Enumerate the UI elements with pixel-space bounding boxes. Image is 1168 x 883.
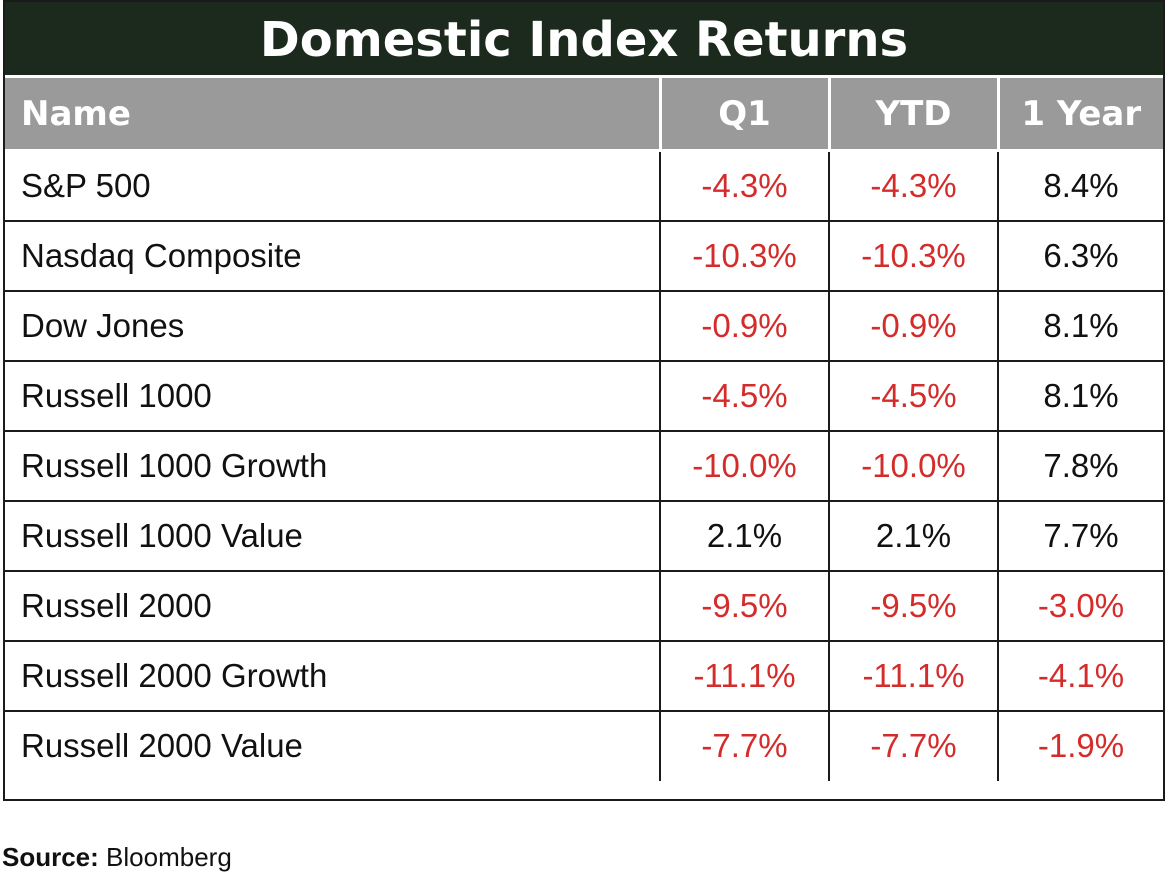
- q1-return-cell: -10.3%: [660, 220, 830, 292]
- ytd-return-cell: -7.7%: [829, 710, 999, 781]
- one-year-return-cell: 7.8%: [998, 430, 1163, 502]
- index-name-cell: Russell 2000: [5, 570, 661, 642]
- q1-return-cell: -10.0%: [660, 430, 830, 502]
- table-row: Russell 1000 -4.5% -4.5% 8.1%: [5, 360, 1163, 432]
- one-year-return-cell: -1.9%: [1037, 727, 1125, 764]
- ytd-return-cell: -4.5%: [829, 360, 999, 432]
- index-name-cell: Russell 2000 Value: [5, 710, 661, 781]
- index-name-cell: Russell 1000 Value: [5, 500, 661, 572]
- table-row: Russell 2000 Value -7.7% -7.7% -1.9%: [5, 710, 1163, 781]
- index-name-cell: Dow Jones: [5, 290, 661, 362]
- column-header-one-year: 1 Year: [998, 78, 1163, 152]
- one-year-return-cell: -4.1%: [998, 640, 1163, 712]
- one-year-return-cell: 8.4%: [998, 150, 1163, 222]
- index-name-cell: Nasdaq Composite: [5, 220, 661, 292]
- index-name-cell: S&P 500: [5, 150, 661, 222]
- column-header-ytd: YTD: [829, 78, 1000, 152]
- table-row: Russell 1000 Growth -10.0% -10.0% 7.8%: [5, 430, 1163, 502]
- one-year-return-cell: -3.0%: [998, 570, 1163, 642]
- one-year-return-cell: 6.3%: [998, 220, 1163, 292]
- q1-return-cell: -9.5%: [660, 570, 830, 642]
- table-body: S&P 500 -4.3% -4.3% 8.4% Nasdaq Composite -10…: [5, 150, 1163, 781]
- one-year-return-cell: 8.1%: [998, 360, 1163, 432]
- source-label: Source:: [2, 842, 99, 872]
- table-row: Nasdaq Composite -10.3% -10.3% 6.3%: [5, 220, 1163, 292]
- q1-return-cell: -0.9%: [660, 290, 830, 362]
- source-value: Bloomberg: [106, 842, 232, 872]
- ytd-return-cell: -0.9%: [829, 290, 999, 362]
- index-name-cell: Russell 1000: [5, 360, 661, 432]
- table-row: S&P 500 -4.3% -4.3% 8.4%: [5, 150, 1163, 222]
- one-year-return-cell: 7.7%: [998, 500, 1163, 572]
- index-name-cell: Russell 1000 Growth: [5, 430, 661, 502]
- table-row: Dow Jones -0.9% -0.9% 8.1%: [5, 290, 1163, 362]
- returns-table: Name Q1 YTD 1 Year S&P 500 -4.3% -4.3% 8.4%…: [5, 78, 1163, 781]
- column-header-q1: Q1: [660, 78, 831, 152]
- table-row: Russell 2000 Growth -11.1% -11.1% -4.1%: [5, 640, 1163, 712]
- ytd-return-cell: -9.5%: [829, 570, 999, 642]
- table-row: Russell 2000 -9.5% -9.5% -3.0%: [5, 570, 1163, 642]
- ytd-return-cell: -4.3%: [829, 150, 999, 222]
- ytd-return-cell: 2.1%: [829, 500, 999, 572]
- ytd-return-cell: -10.0%: [829, 430, 999, 502]
- header-row: Name Q1 YTD 1 Year: [5, 78, 1163, 152]
- index-name-cell: Russell 2000 Growth: [5, 640, 661, 712]
- returns-table-container: Domestic Index Returns Name Q1 YTD 1 Yea…: [3, 0, 1165, 801]
- q1-return-cell: -11.1%: [660, 640, 830, 712]
- one-year-return-cell: 8.1%: [998, 290, 1163, 362]
- q1-return-cell: 2.1%: [660, 500, 830, 572]
- table-row: Russell 1000 Value 2.1% 2.1% 7.7%: [5, 500, 1163, 572]
- table-header: Name Q1 YTD 1 Year: [5, 78, 1163, 152]
- q1-return-cell: -7.7%: [660, 710, 830, 781]
- table-title: Domestic Index Returns: [5, 2, 1163, 78]
- ytd-return-cell: -10.3%: [829, 220, 999, 292]
- q1-return-cell: -4.5%: [660, 360, 830, 432]
- source-note: Source: Bloomberg: [2, 842, 232, 873]
- q1-return-cell: -4.3%: [660, 150, 830, 222]
- column-header-name: Name: [5, 78, 662, 152]
- ytd-return-cell: -11.1%: [829, 640, 999, 712]
